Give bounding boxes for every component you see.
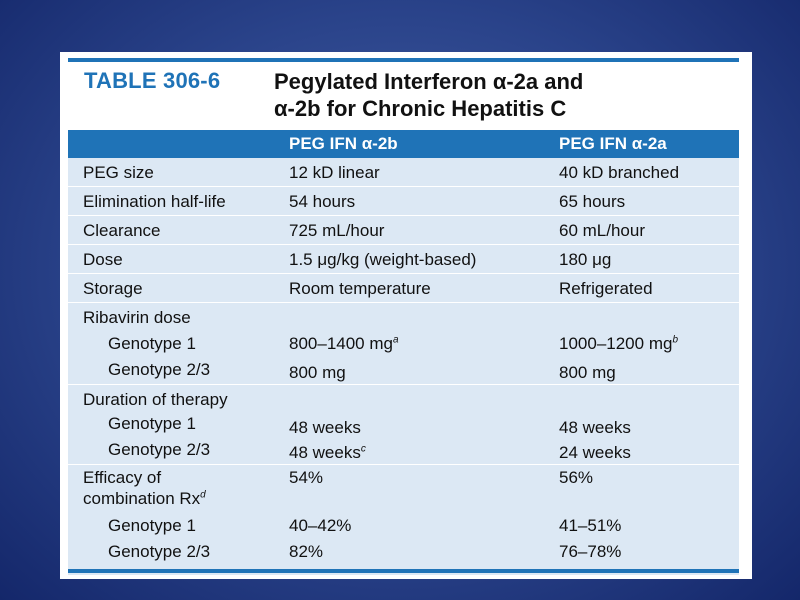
row-label: Dose xyxy=(83,250,123,269)
row-label: Ribavirin dose xyxy=(83,308,191,327)
table-row: Dose 1.5 μg/kg (weight-based) 180 μg xyxy=(68,245,739,274)
footnote-marker: a xyxy=(392,334,399,346)
cell-2b: 54% xyxy=(289,468,324,487)
table-row: PEG size 12 kD linear 40 kD branched xyxy=(68,158,739,187)
row-sublabel: Genotype 2/3 xyxy=(108,440,211,459)
row-label: Elimination half-life xyxy=(83,192,226,211)
row-label: Duration of therapy xyxy=(83,390,228,409)
row-sublabel: Genotype 2/3 xyxy=(108,542,211,561)
header-cell-2b: PEG IFN α-2b xyxy=(289,134,398,153)
table-row: Elimination half-life 54 hours 65 hours xyxy=(68,187,739,216)
footnote-marker: c xyxy=(360,443,366,455)
cell-2b: 54 hours xyxy=(289,192,356,211)
header-cell-2a: PEG IFN α-2a xyxy=(559,134,667,153)
cell-2b: 48 weeksc xyxy=(289,443,366,462)
cell-2a: 56% xyxy=(559,468,594,487)
ribavirin-group: Ribavirin dose Genotype 1 800–1400 mga 1… xyxy=(68,303,739,385)
table-caption: Pegylated Interferon α-2a and α-2b for C… xyxy=(274,68,734,122)
table-header-row: PEG IFN α-2b PEG IFN α-2a xyxy=(68,130,739,158)
efficacy-group: Efficacy of combination Rxd 54% 56% Geno… xyxy=(68,465,739,575)
cell-2b: 48 weeks xyxy=(289,418,361,437)
table-row: Storage Room temperature Refrigerated xyxy=(68,274,739,303)
cell-2b: 1.5 μg/kg (weight-based) xyxy=(289,250,477,269)
cell-2a: 180 μg xyxy=(559,250,612,269)
cell-2a: 40 kD branched xyxy=(559,163,680,182)
row-sublabel: Genotype 1 xyxy=(108,334,196,353)
caption-line-1: Pegylated Interferon α-2a and xyxy=(274,69,584,94)
duration-group: Duration of therapy Genotype 1 48 weeks … xyxy=(68,385,739,465)
table-title: TABLE 306-6 Pegylated Interferon α-2a an… xyxy=(84,68,724,130)
footnote-marker: b xyxy=(672,334,678,346)
row-label: Storage xyxy=(83,279,143,298)
cell-2b: Room temperature xyxy=(289,279,431,298)
cell-2b: 12 kD linear xyxy=(289,163,380,182)
cell-2b: 725 mL/hour xyxy=(289,221,385,240)
cell-2a: 41–51% xyxy=(559,516,622,535)
row-label: Efficacy of combination Rxd xyxy=(83,468,206,508)
cell-2b: 800–1400 mga xyxy=(289,334,399,353)
cell-2a: 60 mL/hour xyxy=(559,221,645,240)
cell-2b: 800 mg xyxy=(289,363,346,382)
cell-2b: 40–42% xyxy=(289,516,352,535)
table-number: TABLE 306-6 xyxy=(84,68,221,93)
cell-2a: 65 hours xyxy=(559,192,626,211)
cell-2a: Refrigerated xyxy=(559,279,653,298)
header-cell-empty xyxy=(68,130,273,158)
cell-2a: 1000–1200 mgb xyxy=(559,334,678,353)
cell-2b: 82% xyxy=(289,542,324,561)
row-sublabel: Genotype 1 xyxy=(108,516,196,535)
cell-2a: 24 weeks xyxy=(559,443,631,462)
footnote-marker: d xyxy=(200,489,206,501)
row-sublabel: Genotype 2/3 xyxy=(108,360,211,379)
cell-2a: 800 mg xyxy=(559,363,616,382)
row-sublabel: Genotype 1 xyxy=(108,414,196,433)
cell-2a: 48 weeks xyxy=(559,418,631,437)
row-label: Clearance xyxy=(83,221,161,240)
row-label: PEG size xyxy=(83,163,154,182)
caption-line-2: α-2b for Chronic Hepatitis C xyxy=(274,96,567,121)
comparison-table: PEG IFN α-2b PEG IFN α-2a PEG size 12 kD… xyxy=(68,130,739,575)
table-card: TABLE 306-6 Pegylated Interferon α-2a an… xyxy=(60,52,752,579)
table-row: Clearance 725 mL/hour 60 mL/hour xyxy=(68,216,739,245)
bottom-rule xyxy=(68,569,739,573)
cell-2a: 76–78% xyxy=(559,542,622,561)
top-rule xyxy=(68,58,739,62)
